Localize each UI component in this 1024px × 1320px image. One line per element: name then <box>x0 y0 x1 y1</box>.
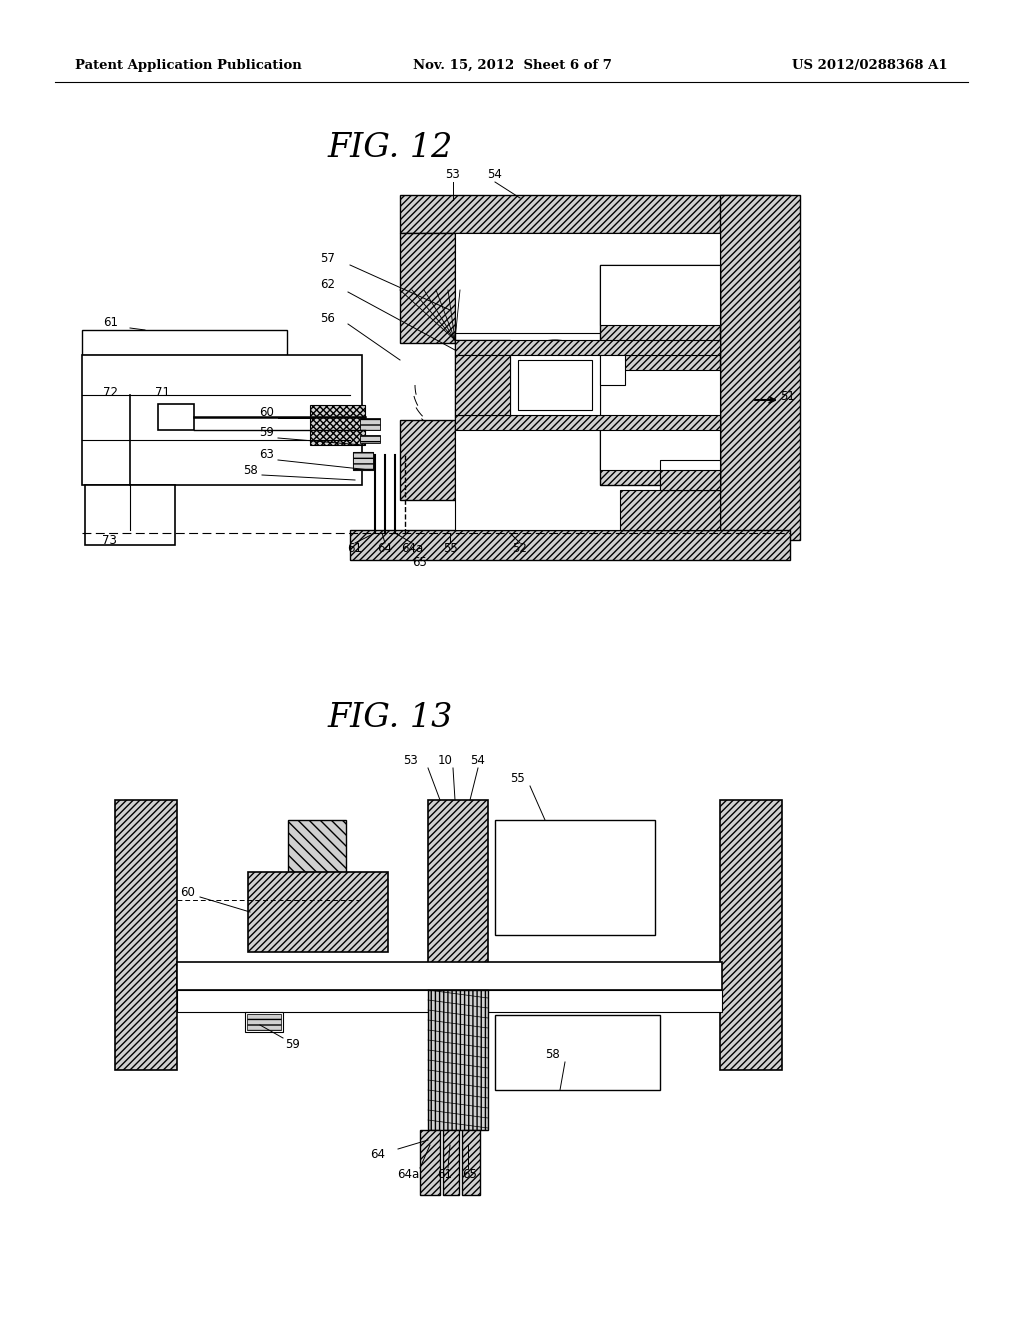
Text: 55: 55 <box>510 771 524 784</box>
Text: 61: 61 <box>437 1168 453 1181</box>
Text: 59: 59 <box>285 1039 300 1052</box>
Bar <box>455 341 720 355</box>
Bar <box>455 420 720 531</box>
Circle shape <box>108 395 152 440</box>
Text: 52: 52 <box>513 541 527 554</box>
Text: 53: 53 <box>402 754 418 767</box>
Bar <box>247 1014 281 1030</box>
Text: 73: 73 <box>102 533 117 546</box>
Bar <box>177 962 722 990</box>
Bar <box>360 436 380 444</box>
Bar <box>510 355 600 414</box>
Text: 59: 59 <box>259 425 274 438</box>
Bar <box>82 355 362 484</box>
Bar <box>177 990 722 1012</box>
Text: FIG. 12: FIG. 12 <box>328 132 453 164</box>
Bar <box>310 405 365 445</box>
Bar <box>600 370 720 470</box>
Bar <box>400 195 790 234</box>
Bar <box>85 484 175 545</box>
Bar <box>660 470 720 490</box>
Bar <box>360 418 380 430</box>
Text: 51: 51 <box>780 391 795 404</box>
Text: 58: 58 <box>545 1048 560 1061</box>
Text: 54: 54 <box>471 754 485 767</box>
Text: 65: 65 <box>463 1168 477 1181</box>
Text: 64: 64 <box>371 1148 385 1162</box>
Text: US 2012/0288368 A1: US 2012/0288368 A1 <box>793 58 948 71</box>
Text: 10: 10 <box>437 754 453 767</box>
Text: 62: 62 <box>319 279 335 292</box>
Text: 72: 72 <box>102 387 118 400</box>
Text: 54: 54 <box>487 169 503 181</box>
Bar <box>518 360 592 411</box>
Bar <box>245 1012 283 1032</box>
Bar <box>420 1130 440 1195</box>
Bar <box>400 234 455 343</box>
Bar <box>455 355 510 414</box>
Bar <box>115 800 177 1071</box>
Bar <box>600 355 625 385</box>
Text: 64a: 64a <box>397 1168 419 1181</box>
Text: 58: 58 <box>244 463 258 477</box>
Bar <box>400 420 455 500</box>
Bar <box>350 531 790 560</box>
Text: 65: 65 <box>413 556 427 569</box>
Bar <box>660 459 720 490</box>
Bar <box>720 195 800 540</box>
Bar <box>353 451 373 470</box>
Text: 71: 71 <box>156 387 171 400</box>
Bar <box>443 1130 459 1195</box>
Bar <box>428 990 488 1130</box>
Text: 60: 60 <box>180 886 195 899</box>
Text: 57: 57 <box>319 252 335 264</box>
Bar <box>495 820 655 935</box>
Bar <box>600 265 720 484</box>
Text: 60: 60 <box>259 405 274 418</box>
Text: 55: 55 <box>442 541 458 554</box>
Text: 64: 64 <box>378 541 392 554</box>
Bar <box>428 800 488 990</box>
Bar <box>462 1130 480 1195</box>
Bar <box>248 873 388 952</box>
Bar <box>288 820 346 873</box>
Bar <box>455 414 720 430</box>
Text: 63: 63 <box>259 449 274 462</box>
Text: Patent Application Publication: Patent Application Publication <box>75 58 302 71</box>
Bar <box>455 341 510 420</box>
Text: 53: 53 <box>445 169 461 181</box>
Bar <box>82 330 287 355</box>
Text: Nov. 15, 2012  Sheet 6 of 7: Nov. 15, 2012 Sheet 6 of 7 <box>413 58 611 71</box>
Bar <box>158 404 194 430</box>
Bar <box>600 265 720 325</box>
Bar <box>620 490 720 531</box>
Text: 61: 61 <box>347 541 362 554</box>
Text: 61: 61 <box>103 315 118 329</box>
Bar <box>353 451 373 470</box>
Text: 56: 56 <box>319 312 335 325</box>
Bar <box>720 800 782 1071</box>
Bar <box>495 1015 660 1090</box>
Bar <box>455 234 720 333</box>
Text: 64a: 64a <box>400 541 423 554</box>
Text: FIG. 13: FIG. 13 <box>328 702 453 734</box>
